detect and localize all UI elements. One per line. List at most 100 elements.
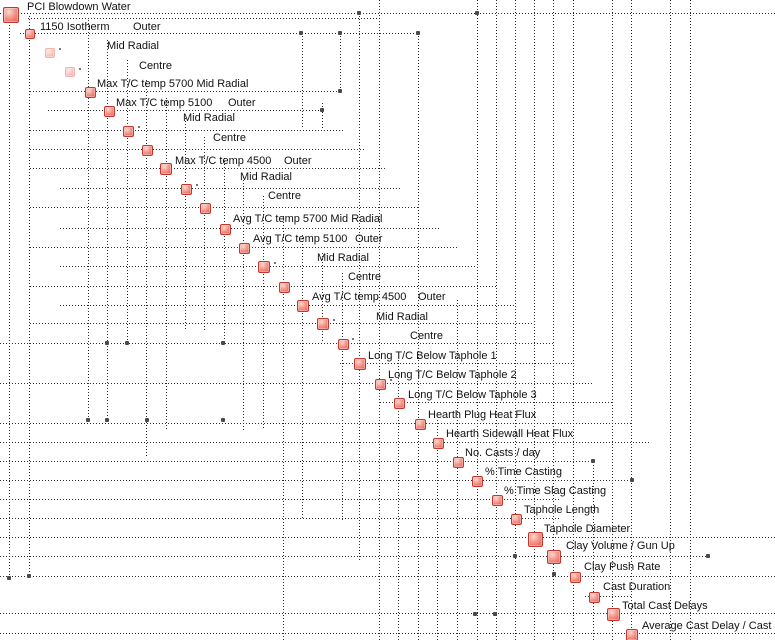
- grid-vline: [9, 16, 10, 578]
- data-point-marker[interactable]: [354, 358, 366, 370]
- label-anchor-dot: [196, 184, 198, 186]
- data-point-marker[interactable]: [65, 67, 75, 77]
- data-point-label: No. Casts / day: [465, 447, 541, 459]
- data-point-marker[interactable]: [103, 105, 115, 117]
- grid-hline: [380, 402, 612, 403]
- grid-vline: [670, 0, 671, 640]
- data-point-marker[interactable]: [160, 163, 172, 175]
- grid-vline: [379, 0, 380, 640]
- grid-vline: [243, 177, 244, 430]
- data-point-marker[interactable]: [45, 48, 55, 58]
- grid-hline: [0, 13, 775, 14]
- grid-corner-tick: [475, 11, 479, 15]
- data-point-marker[interactable]: [337, 338, 349, 350]
- data-point-label: PCI Blowdown Water: [27, 1, 131, 13]
- data-point-marker[interactable]: [180, 183, 192, 195]
- grid-hline: [0, 576, 775, 577]
- grid-hline: [30, 207, 420, 208]
- data-point-marker[interactable]: [414, 418, 426, 430]
- grid-vline: [204, 137, 205, 330]
- data-point-marker[interactable]: [297, 300, 309, 312]
- grid-vline: [340, 33, 341, 91]
- data-point-label: Taphole Length: [524, 504, 600, 516]
- data-point-marker[interactable]: [374, 378, 386, 390]
- data-point-label: Outer: [418, 291, 446, 303]
- label-anchor-dot: [138, 126, 140, 128]
- data-point-label: Hearth Sidewall Heat Flux: [446, 428, 574, 440]
- grid-vline: [418, 33, 419, 640]
- data-point-marker[interactable]: [317, 318, 329, 330]
- grid-hline: [0, 461, 593, 462]
- grid-corner-tick: [473, 612, 477, 616]
- data-point-label: Total Cast Delays: [622, 600, 708, 612]
- data-point-marker[interactable]: [199, 202, 211, 214]
- data-point-marker[interactable]: [491, 494, 503, 506]
- grid-corner-tick: [357, 11, 361, 15]
- data-point-marker[interactable]: [569, 571, 581, 583]
- data-point-marker[interactable]: [278, 281, 290, 293]
- data-point-label: Clay Push Rate: [584, 561, 661, 573]
- data-point-label: Long T/C Below Taphole 3: [408, 389, 537, 401]
- data-point-marker[interactable]: [547, 550, 561, 564]
- grid-vline: [553, 0, 554, 640]
- data-point-label: Mid Radial: [107, 40, 159, 52]
- grid-hline: [340, 363, 573, 364]
- grid-vline: [302, 235, 303, 520]
- grid-vline: [437, 420, 438, 640]
- grid-hline: [0, 613, 775, 614]
- data-point-marker[interactable]: [471, 475, 483, 487]
- data-point-label: Max T/C temp 4500: [175, 155, 272, 167]
- grid-vline: [127, 60, 128, 343]
- grid-corner-tick: [338, 31, 342, 35]
- grid-corner-tick: [221, 341, 225, 345]
- grid-vline: [322, 103, 323, 129]
- data-point-marker[interactable]: [588, 591, 600, 603]
- grid-vline: [515, 0, 516, 640]
- data-point-marker[interactable]: [626, 629, 638, 640]
- data-point-label: Long T/C Below Taphole 1: [368, 350, 497, 362]
- grid-hline: [0, 442, 650, 443]
- grid-hline: [0, 423, 631, 424]
- data-point-marker[interactable]: [510, 513, 522, 525]
- grid-hline: [0, 633, 775, 634]
- data-point-marker[interactable]: [219, 223, 231, 235]
- data-point-label: Outer: [355, 233, 383, 245]
- data-point-marker[interactable]: [141, 144, 153, 156]
- label-anchor-dot: [59, 48, 61, 50]
- grid-corner-tick: [7, 576, 11, 580]
- data-point-label: Centre: [268, 190, 302, 202]
- grid-hline: [0, 383, 593, 384]
- grid-hline: [30, 91, 340, 92]
- data-point-label: Centre: [139, 60, 173, 72]
- data-point-marker[interactable]: [258, 261, 270, 273]
- grid-hline: [585, 596, 631, 597]
- grid-corner-tick: [27, 574, 31, 578]
- data-point-label: Avg T/C temp 4500: [312, 291, 407, 303]
- grid-vline: [263, 196, 264, 430]
- data-point-marker[interactable]: [432, 437, 444, 449]
- data-point-marker[interactable]: [452, 456, 464, 468]
- label-anchor-dot: [390, 379, 392, 381]
- data-point-marker[interactable]: [3, 7, 19, 23]
- grid-vline: [457, 300, 458, 640]
- data-point-marker[interactable]: [393, 397, 405, 409]
- data-point-label: Avg T/C temp 5100: [253, 233, 348, 245]
- grid-hline: [0, 518, 560, 519]
- label-anchor-dot: [79, 68, 81, 70]
- data-point-label: % Time Casting: [485, 466, 563, 478]
- data-point-marker[interactable]: [527, 531, 543, 547]
- data-point-label: Avg T/C temp 5700 Mid Radial: [233, 213, 383, 225]
- grid-hline: [30, 149, 365, 150]
- grid-hline: [0, 556, 708, 557]
- data-point-marker[interactable]: [122, 125, 134, 137]
- data-point-marker[interactable]: [238, 242, 250, 254]
- grid-corner-tick: [125, 341, 129, 345]
- grid-hline: [60, 305, 515, 306]
- data-point-marker[interactable]: [84, 86, 96, 98]
- grid-corner-tick: [706, 554, 710, 558]
- data-point-marker[interactable]: [606, 607, 620, 621]
- grid-hline: [28, 18, 380, 19]
- label-anchor-dot: [352, 338, 354, 340]
- data-point-marker[interactable]: [25, 29, 35, 39]
